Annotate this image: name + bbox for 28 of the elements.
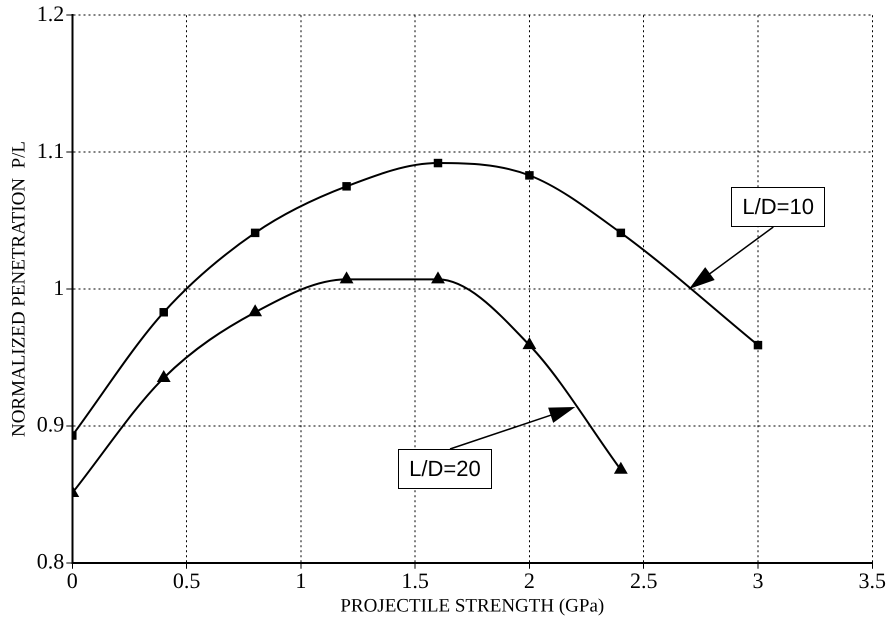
x-tick-label: 3 <box>752 568 764 593</box>
text: L/D=20 <box>398 449 492 490</box>
point <box>616 228 626 238</box>
y-axis-title: NORMALIZED PENETRATION P/L <box>8 140 30 438</box>
x-tick-label: 2.5 <box>630 568 658 593</box>
x-tick-label: 0.5 <box>172 568 200 593</box>
x-tick-label: 2 <box>524 568 535 593</box>
x-tick-label: 1 <box>295 568 306 593</box>
point <box>250 228 260 238</box>
point <box>248 304 262 316</box>
point <box>159 308 168 317</box>
y-tick-label: 0.8 <box>36 548 64 574</box>
x-tick-label: 0 <box>66 568 78 593</box>
x-axis-title: PROJECTILE STRENGTH (GPa) <box>340 596 604 617</box>
y-tick-label: 1.1 <box>36 138 64 163</box>
y-tick-label: 0.9 <box>36 412 64 437</box>
y-tick-label: 1.2 <box>36 0 64 26</box>
point <box>342 182 351 191</box>
text: L/D=10 <box>731 187 825 227</box>
point <box>525 171 534 180</box>
point <box>434 158 442 168</box>
x-tick-label: 1.5 <box>401 568 429 593</box>
y-tick-label: 1 <box>53 274 64 300</box>
point <box>156 370 171 382</box>
point <box>522 337 536 350</box>
point <box>754 340 762 350</box>
x-tick-label: 3.5 <box>858 568 886 593</box>
point <box>614 462 628 474</box>
